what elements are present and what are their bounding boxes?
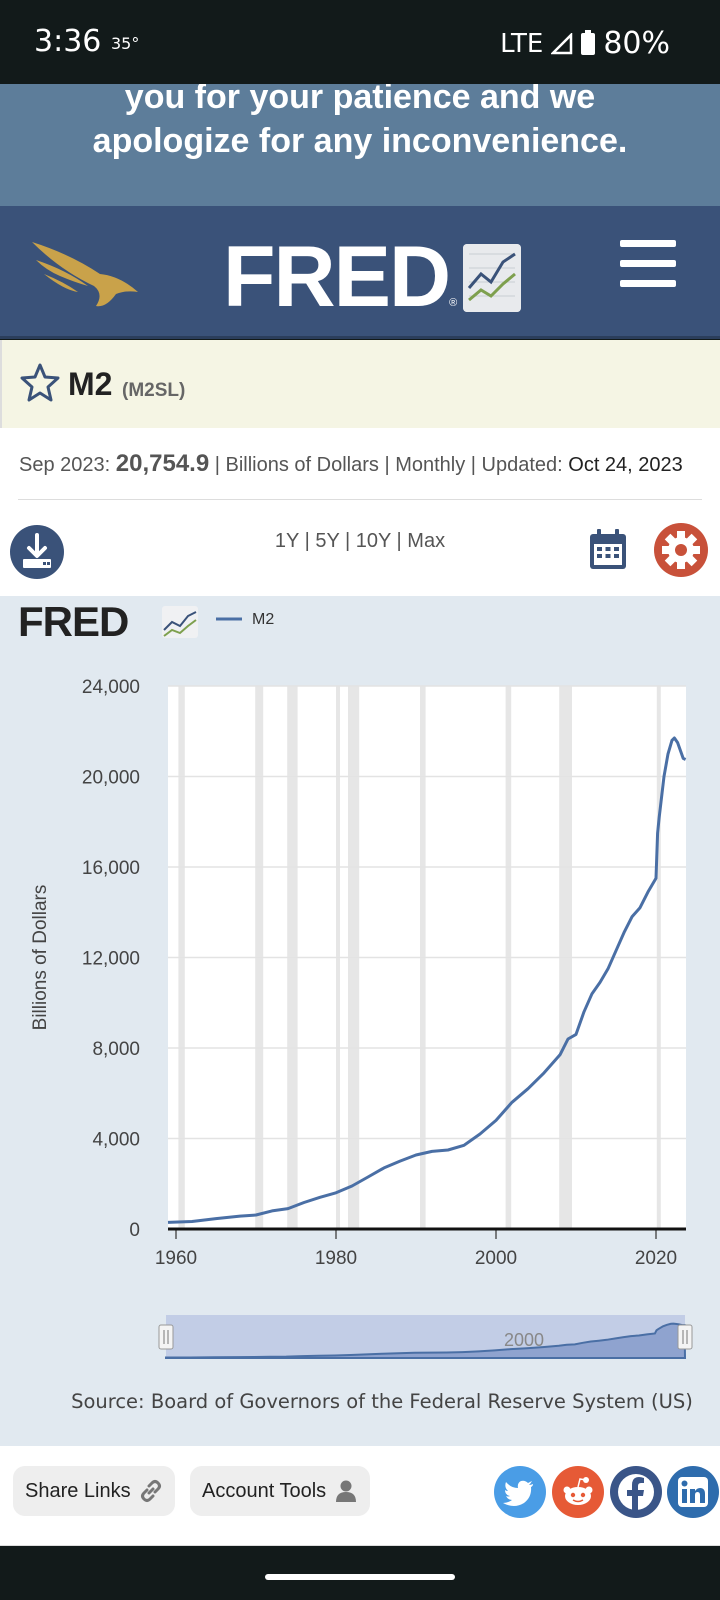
footer-tools: Share Links Account Tools xyxy=(0,1446,720,1546)
status-temperature: 35° xyxy=(111,34,140,53)
share-links-label: Share Links xyxy=(25,1479,131,1502)
legend-label: M2 xyxy=(252,611,274,628)
series-line-m2[interactable] xyxy=(167,736,687,1224)
y-tick-label: 20,000 xyxy=(82,768,140,789)
facebook-icon xyxy=(618,1474,654,1512)
navigator-label: 2000 xyxy=(504,1330,544,1350)
chart-area: FRED M2 0 4,000 8,000 12,000 16,000 20,000 24,… xyxy=(0,596,720,1446)
fred-wordmark: FRED xyxy=(223,229,451,325)
series-title-bar: M2 (M2SL) xyxy=(0,340,720,428)
site-header: FRED ® xyxy=(0,206,720,339)
series-meta: | Billions of Dollars | Monthly | Update… xyxy=(209,454,569,476)
fred-logo[interactable]: FRED ® xyxy=(223,228,522,327)
x-tick-label: 2000 xyxy=(475,1248,517,1269)
navigation-bar xyxy=(0,1546,720,1600)
y-axis-ticks: 0 4,000 8,000 12,000 16,000 20,000 24,000 xyxy=(82,677,140,1241)
navigator-right-handle[interactable] xyxy=(677,1324,693,1350)
x-axis-ticks: 1960 1980 2000 2020 xyxy=(155,1229,677,1269)
notice-line-2: apologize for any inconvenience. xyxy=(92,122,628,160)
y-axis-label: Billions of Dollars xyxy=(30,885,51,1031)
linkedin-icon xyxy=(678,1477,708,1507)
twitter-icon xyxy=(503,1480,533,1506)
chart-toolbar: 1Y | 5Y | 10Y | Max xyxy=(0,500,720,596)
range-1y[interactable]: 1Y xyxy=(274,530,300,552)
y-tick-label: 16,000 xyxy=(82,858,140,879)
notice-line-1: you for your patience and we xyxy=(124,84,596,116)
y-tick-label: 8,000 xyxy=(92,1039,140,1060)
reddit-share-button[interactable] xyxy=(552,1466,604,1518)
menu-button[interactable] xyxy=(620,240,676,287)
m2-chart[interactable]: FRED M2 0 4,000 8,000 12,000 16,000 20,000 24,… xyxy=(0,596,720,1446)
battery-icon xyxy=(581,29,596,55)
maintenance-notice: you for your patience and we apologize f… xyxy=(0,84,720,206)
navigator-series xyxy=(165,1322,687,1359)
hamburger-icon xyxy=(620,240,676,247)
range-5y[interactable]: 5Y xyxy=(315,530,340,552)
share-links-button[interactable]: Share Links xyxy=(13,1466,175,1516)
twitter-share-button[interactable] xyxy=(494,1466,546,1518)
facebook-share-button[interactable] xyxy=(610,1466,662,1518)
gridlines xyxy=(168,685,686,1140)
status-bar: 3:36 35° LTE 80% xyxy=(0,0,720,84)
calendar-icon[interactable] xyxy=(589,528,627,570)
x-tick-label: 2020 xyxy=(635,1248,677,1269)
link-icon xyxy=(140,1480,161,1502)
observation-value: 20,754.9 xyxy=(115,450,210,477)
range-selector: 1Y | 5Y | 10Y | Max xyxy=(274,530,446,552)
x-tick-label: 1960 xyxy=(155,1248,197,1269)
settings-button[interactable] xyxy=(654,523,708,577)
navigator-left-handle[interactable] xyxy=(158,1324,174,1350)
reddit-icon xyxy=(563,1477,593,1505)
gear-icon xyxy=(662,531,700,569)
account-tools-label: Account Tools xyxy=(202,1479,327,1502)
battery-percent: 80% xyxy=(603,26,670,61)
chart-fred-icon xyxy=(162,606,198,638)
range-max[interactable]: Max xyxy=(407,530,446,552)
x-tick-label: 1980 xyxy=(315,1248,357,1269)
y-tick-label: 4,000 xyxy=(92,1130,140,1151)
series-info: Sep 2023: 20,754.9 | Billions of Dollars… xyxy=(0,428,720,500)
status-time: 3:36 xyxy=(34,24,102,59)
download-button[interactable] xyxy=(10,525,64,579)
download-icon xyxy=(23,533,51,568)
updated-date: Oct 24, 2023 xyxy=(568,454,683,476)
range-10y[interactable]: 10Y xyxy=(355,530,391,552)
star-icon[interactable] xyxy=(20,362,60,402)
signal-icon xyxy=(551,32,573,54)
range-navigator[interactable]: 2000 xyxy=(158,1315,693,1359)
y-tick-label: 24,000 xyxy=(82,677,140,698)
observation-date: Sep 2023: xyxy=(19,454,111,476)
series-code: (M2SL) xyxy=(122,380,186,401)
chart-fred-logo: FRED xyxy=(18,598,128,645)
eagle-logo-icon[interactable] xyxy=(30,236,142,308)
chart-source: Source: Board of Governors of the Federa… xyxy=(71,1390,693,1413)
user-icon xyxy=(336,1480,357,1502)
fred-chart-icon xyxy=(463,243,522,312)
home-indicator[interactable] xyxy=(265,1574,455,1580)
series-name: M2 xyxy=(68,366,113,402)
y-tick-label: 0 xyxy=(129,1220,140,1241)
account-tools-button[interactable]: Account Tools xyxy=(190,1466,371,1516)
network-label: LTE xyxy=(500,28,544,59)
y-tick-label: 12,000 xyxy=(82,949,140,970)
linkedin-share-button[interactable] xyxy=(667,1466,719,1518)
